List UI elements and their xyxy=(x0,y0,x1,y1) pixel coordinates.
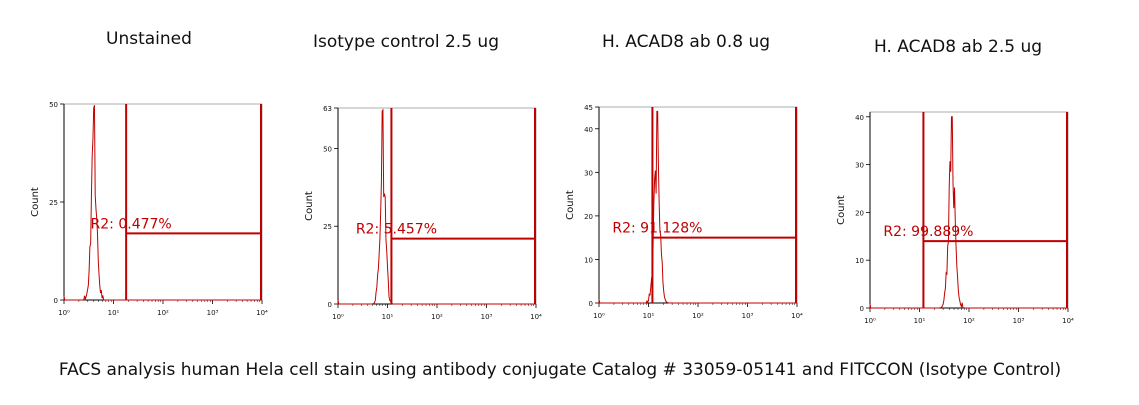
x-tick-label: 10⁰ xyxy=(332,313,344,321)
y-tick-label: 10 xyxy=(584,256,593,264)
plot-frame xyxy=(337,107,537,305)
histogram-series xyxy=(598,110,797,304)
plot-frame xyxy=(63,103,263,301)
x-tick-label: 10¹ xyxy=(914,317,926,325)
figure-caption: FACS analysis human Hela cell stain usin… xyxy=(58,360,1062,380)
x-tick-label: 10⁴ xyxy=(791,312,803,320)
histogram-panel-unstained: 0 25 50 10⁰ 10¹ 10² 10³ 10⁴ Count R2: 0.477% xyxy=(30,101,268,317)
x-tick-label: 10⁰ xyxy=(58,309,70,317)
histogram-panel-isotype: 0 25 50 63 10⁰ 10¹ 10² 10³ 10⁴ Count R2: 5.457% xyxy=(304,105,542,321)
y-tick-label: 25 xyxy=(49,199,58,207)
histogram-series xyxy=(63,105,262,301)
y-tick-label: 50 xyxy=(49,101,58,109)
y-tick-label: 0 xyxy=(860,305,864,313)
y-tick-label: 20 xyxy=(584,213,593,221)
x-tick-label: 10¹ xyxy=(108,309,120,317)
gate-label: R2: 99.889% xyxy=(883,224,973,240)
plot-frame xyxy=(598,106,798,304)
chart-title-acad8-25: H. ACAD8 ab 2.5 ug xyxy=(874,37,1043,57)
x-tick-label: 10² xyxy=(157,309,169,317)
y-tick-label: 20 xyxy=(855,209,864,217)
x-tick-label: 10³ xyxy=(742,312,754,320)
y-tick-label: 40 xyxy=(584,126,593,134)
y-tick-label: 30 xyxy=(584,169,593,177)
y-axis-label: Count xyxy=(565,190,576,220)
y-tick-label: 0 xyxy=(589,300,593,308)
x-tick-label: 10⁴ xyxy=(1062,317,1074,325)
gate-label: R2: 5.457% xyxy=(356,222,437,238)
x-tick-label: 10³ xyxy=(1013,317,1025,325)
x-tick-label: 10² xyxy=(692,312,704,320)
y-axis-label: Count xyxy=(836,195,847,225)
y-tick-label: 10 xyxy=(855,257,864,265)
y-tick-label: 30 xyxy=(855,162,864,170)
y-tick-label: 40 xyxy=(855,114,864,122)
x-tick-label: 10³ xyxy=(207,309,219,317)
histogram-panel-acad8-25: 0 10 20 30 40 10⁰ 10¹ 10² 10³ 10⁴ Count R2: 99.889% xyxy=(836,111,1074,325)
y-tick-label: 25 xyxy=(323,223,332,231)
x-tick-label: 10⁴ xyxy=(530,313,542,321)
x-tick-label: 10⁰ xyxy=(593,312,605,320)
y-axis-label: Count xyxy=(30,187,41,217)
x-tick-label: 10² xyxy=(963,317,975,325)
y-tick-label: 63 xyxy=(323,105,332,113)
histogram-series xyxy=(337,108,536,305)
plot-frame xyxy=(869,111,1069,309)
y-tick-label: 50 xyxy=(323,145,332,153)
y-tick-label: 0 xyxy=(328,301,332,309)
chart-title-unstained: Unstained xyxy=(106,29,192,49)
x-tick-label: 10³ xyxy=(481,313,493,321)
histogram-panel-acad8-08: 0 10 20 30 40 45 10⁰ 10¹ 10² 10³ 10⁴ Count R2: 91.12… xyxy=(565,104,803,320)
y-tick-label: 45 xyxy=(584,104,593,112)
x-tick-label: 10⁴ xyxy=(256,309,268,317)
gate-label: R2: 91.128% xyxy=(612,221,702,237)
gate-label: R2: 0.477% xyxy=(91,216,172,232)
y-tick-label: 0 xyxy=(54,297,58,305)
x-tick-label: 10¹ xyxy=(382,313,394,321)
chart-title-isotype: Isotype control 2.5 ug xyxy=(313,32,499,52)
histogram-series xyxy=(869,116,1068,309)
chart-title-acad8-08: H. ACAD8 ab 0.8 ug xyxy=(602,32,771,52)
x-tick-label: 10² xyxy=(431,313,443,321)
x-tick-label: 10⁰ xyxy=(864,317,876,325)
y-axis-label: Count xyxy=(304,191,315,221)
x-tick-label: 10¹ xyxy=(643,312,655,320)
